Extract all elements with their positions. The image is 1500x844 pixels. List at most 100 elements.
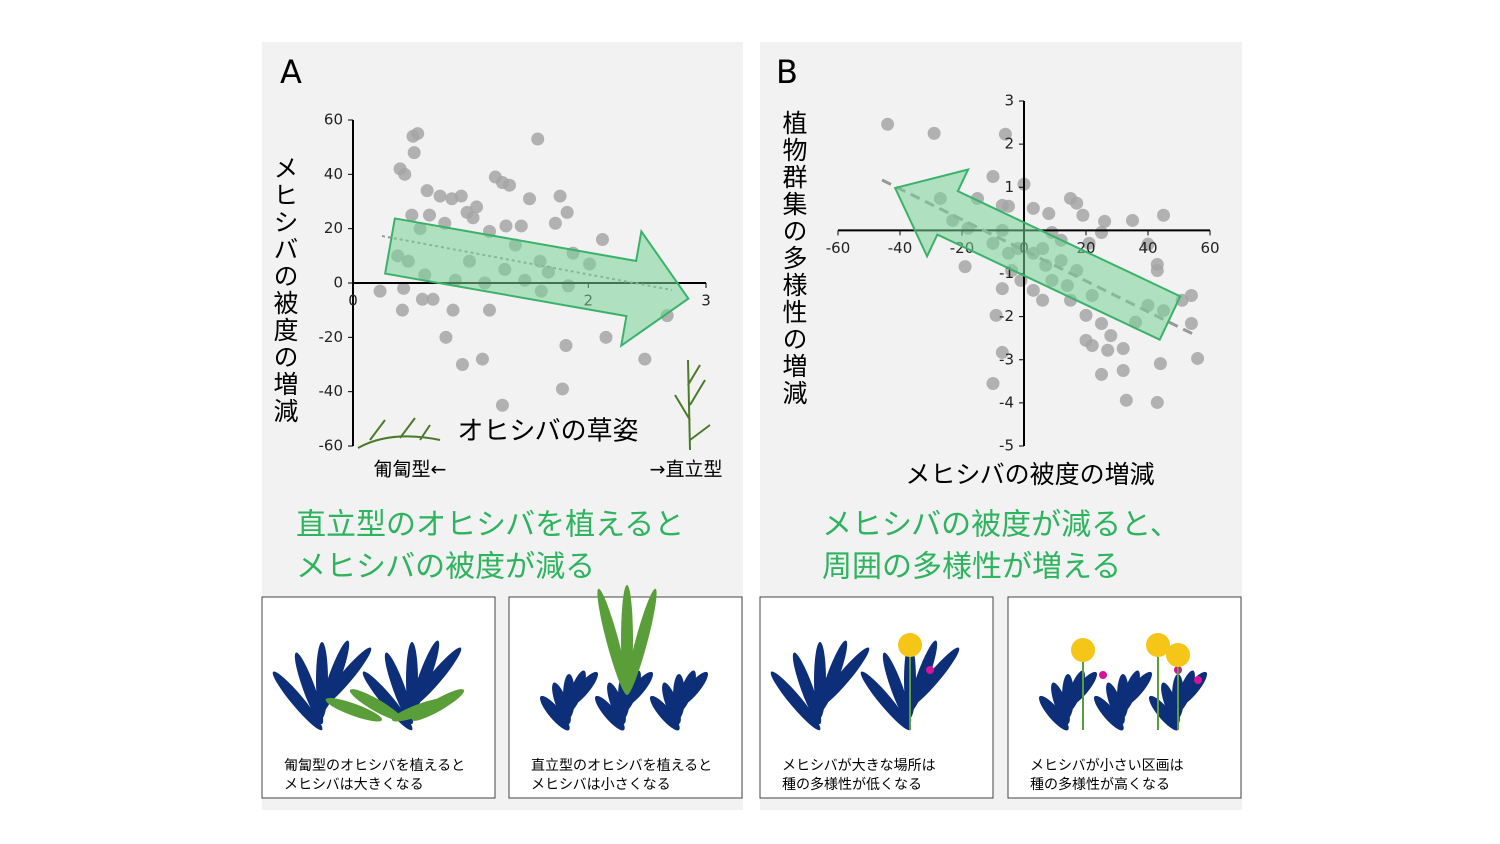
leaf	[625, 588, 657, 696]
data-point	[1026, 283, 1040, 297]
data-point	[1191, 351, 1205, 365]
y-axis-label: 植物群集の多様性の増減	[779, 110, 808, 407]
data-point	[1042, 207, 1056, 221]
plant-drawing	[770, 633, 960, 731]
plant-drawing	[539, 585, 709, 731]
leaf	[1038, 695, 1069, 731]
leaf	[882, 652, 912, 725]
leaf	[770, 671, 821, 731]
box-caption: 種の多様性が低くなる	[782, 776, 922, 793]
data-point	[1026, 201, 1040, 215]
y-tick-label: -20	[319, 328, 344, 346]
y-tick-label: -3	[999, 350, 1014, 368]
data-point	[927, 126, 941, 140]
x-axis-label: オヒシバの草姿	[457, 417, 638, 447]
data-point	[446, 303, 460, 317]
leaf	[1148, 695, 1179, 731]
data-point	[495, 398, 509, 412]
leaf	[623, 671, 654, 707]
data-point	[1104, 329, 1118, 343]
data-point	[1076, 208, 1090, 222]
data-point	[373, 284, 387, 298]
panel-label: B	[776, 53, 798, 91]
data-point	[1157, 208, 1170, 222]
data-point	[455, 358, 469, 371]
data-point	[1002, 199, 1015, 213]
scatter-plot: -60-40-200204060023	[319, 111, 711, 455]
data-point	[405, 208, 419, 222]
box-caption: メヒシバが大きな場所は	[782, 758, 936, 774]
data-point	[454, 189, 468, 203]
flower	[1146, 633, 1170, 657]
data-point	[1141, 237, 1155, 251]
data-point	[397, 281, 411, 295]
data-point	[1150, 263, 1164, 277]
y-tick-label: 0	[333, 274, 343, 292]
box-caption: 匍匐型のオヒシバを植えると	[284, 758, 465, 774]
creeping-plant	[357, 417, 441, 449]
y-tick-label: -60	[319, 437, 344, 455]
trend-arrow	[383, 217, 690, 348]
leaf	[819, 647, 870, 707]
data-point	[1150, 395, 1164, 409]
x-tick-label: -60	[826, 239, 851, 257]
leaf	[594, 695, 625, 731]
data-point	[422, 208, 436, 222]
caption: メヒシバの被度が減ると、	[822, 508, 1180, 543]
data-point	[470, 200, 484, 214]
data-point	[998, 127, 1012, 141]
data-point	[553, 189, 567, 203]
x-tick-label: 60	[1200, 239, 1219, 257]
data-point	[559, 338, 573, 352]
y-tick-label: 1	[1004, 178, 1014, 196]
data-point	[560, 205, 574, 219]
data-point	[1126, 213, 1139, 227]
leaf	[294, 652, 324, 725]
leaf	[325, 698, 383, 722]
data-point	[1079, 308, 1093, 322]
data-point	[1082, 236, 1096, 250]
data-point	[995, 345, 1009, 359]
data-point	[514, 219, 528, 233]
box-caption: メヒシバは大きくなる	[284, 777, 424, 793]
data-point	[958, 260, 972, 274]
x-tick-label: 40	[1138, 239, 1157, 257]
leaf	[649, 695, 680, 731]
data-point	[1036, 293, 1050, 307]
data-point	[433, 189, 447, 203]
data-point	[1070, 196, 1084, 210]
data-point	[482, 303, 496, 317]
data-point	[398, 167, 412, 181]
leaf	[321, 647, 372, 707]
x-tick-label: 3	[701, 292, 711, 310]
caption: 直立型のオヒシバを植えると	[296, 508, 684, 543]
panel-label: A	[280, 53, 302, 91]
data-point	[411, 127, 425, 141]
data-point	[407, 146, 421, 160]
box-caption: メヒシバが小さい区画は	[1030, 758, 1184, 774]
data-point	[475, 352, 489, 366]
box-caption: 直立型のオヒシバを植えると	[531, 757, 712, 774]
data-point	[1085, 339, 1099, 353]
leaf	[1122, 671, 1153, 707]
data-point	[1095, 226, 1108, 240]
flower	[1071, 638, 1095, 662]
x-axis-label: メヒシバの被度の増減	[905, 460, 1154, 489]
y-tick-label: -40	[319, 382, 344, 400]
leaf	[272, 671, 323, 731]
leaf	[678, 671, 709, 707]
data-point	[989, 308, 1003, 322]
data-point	[986, 376, 1000, 390]
leaf	[539, 695, 570, 731]
flower	[926, 666, 934, 674]
leaf	[568, 671, 599, 707]
erect-plant	[674, 359, 711, 451]
data-point	[1184, 288, 1198, 302]
x-tick-label: -40	[888, 239, 913, 257]
annotation: →直立型	[650, 459, 723, 481]
data-point	[426, 292, 440, 306]
data-point	[502, 178, 516, 192]
leaf	[597, 588, 629, 696]
data-point	[995, 282, 1009, 296]
